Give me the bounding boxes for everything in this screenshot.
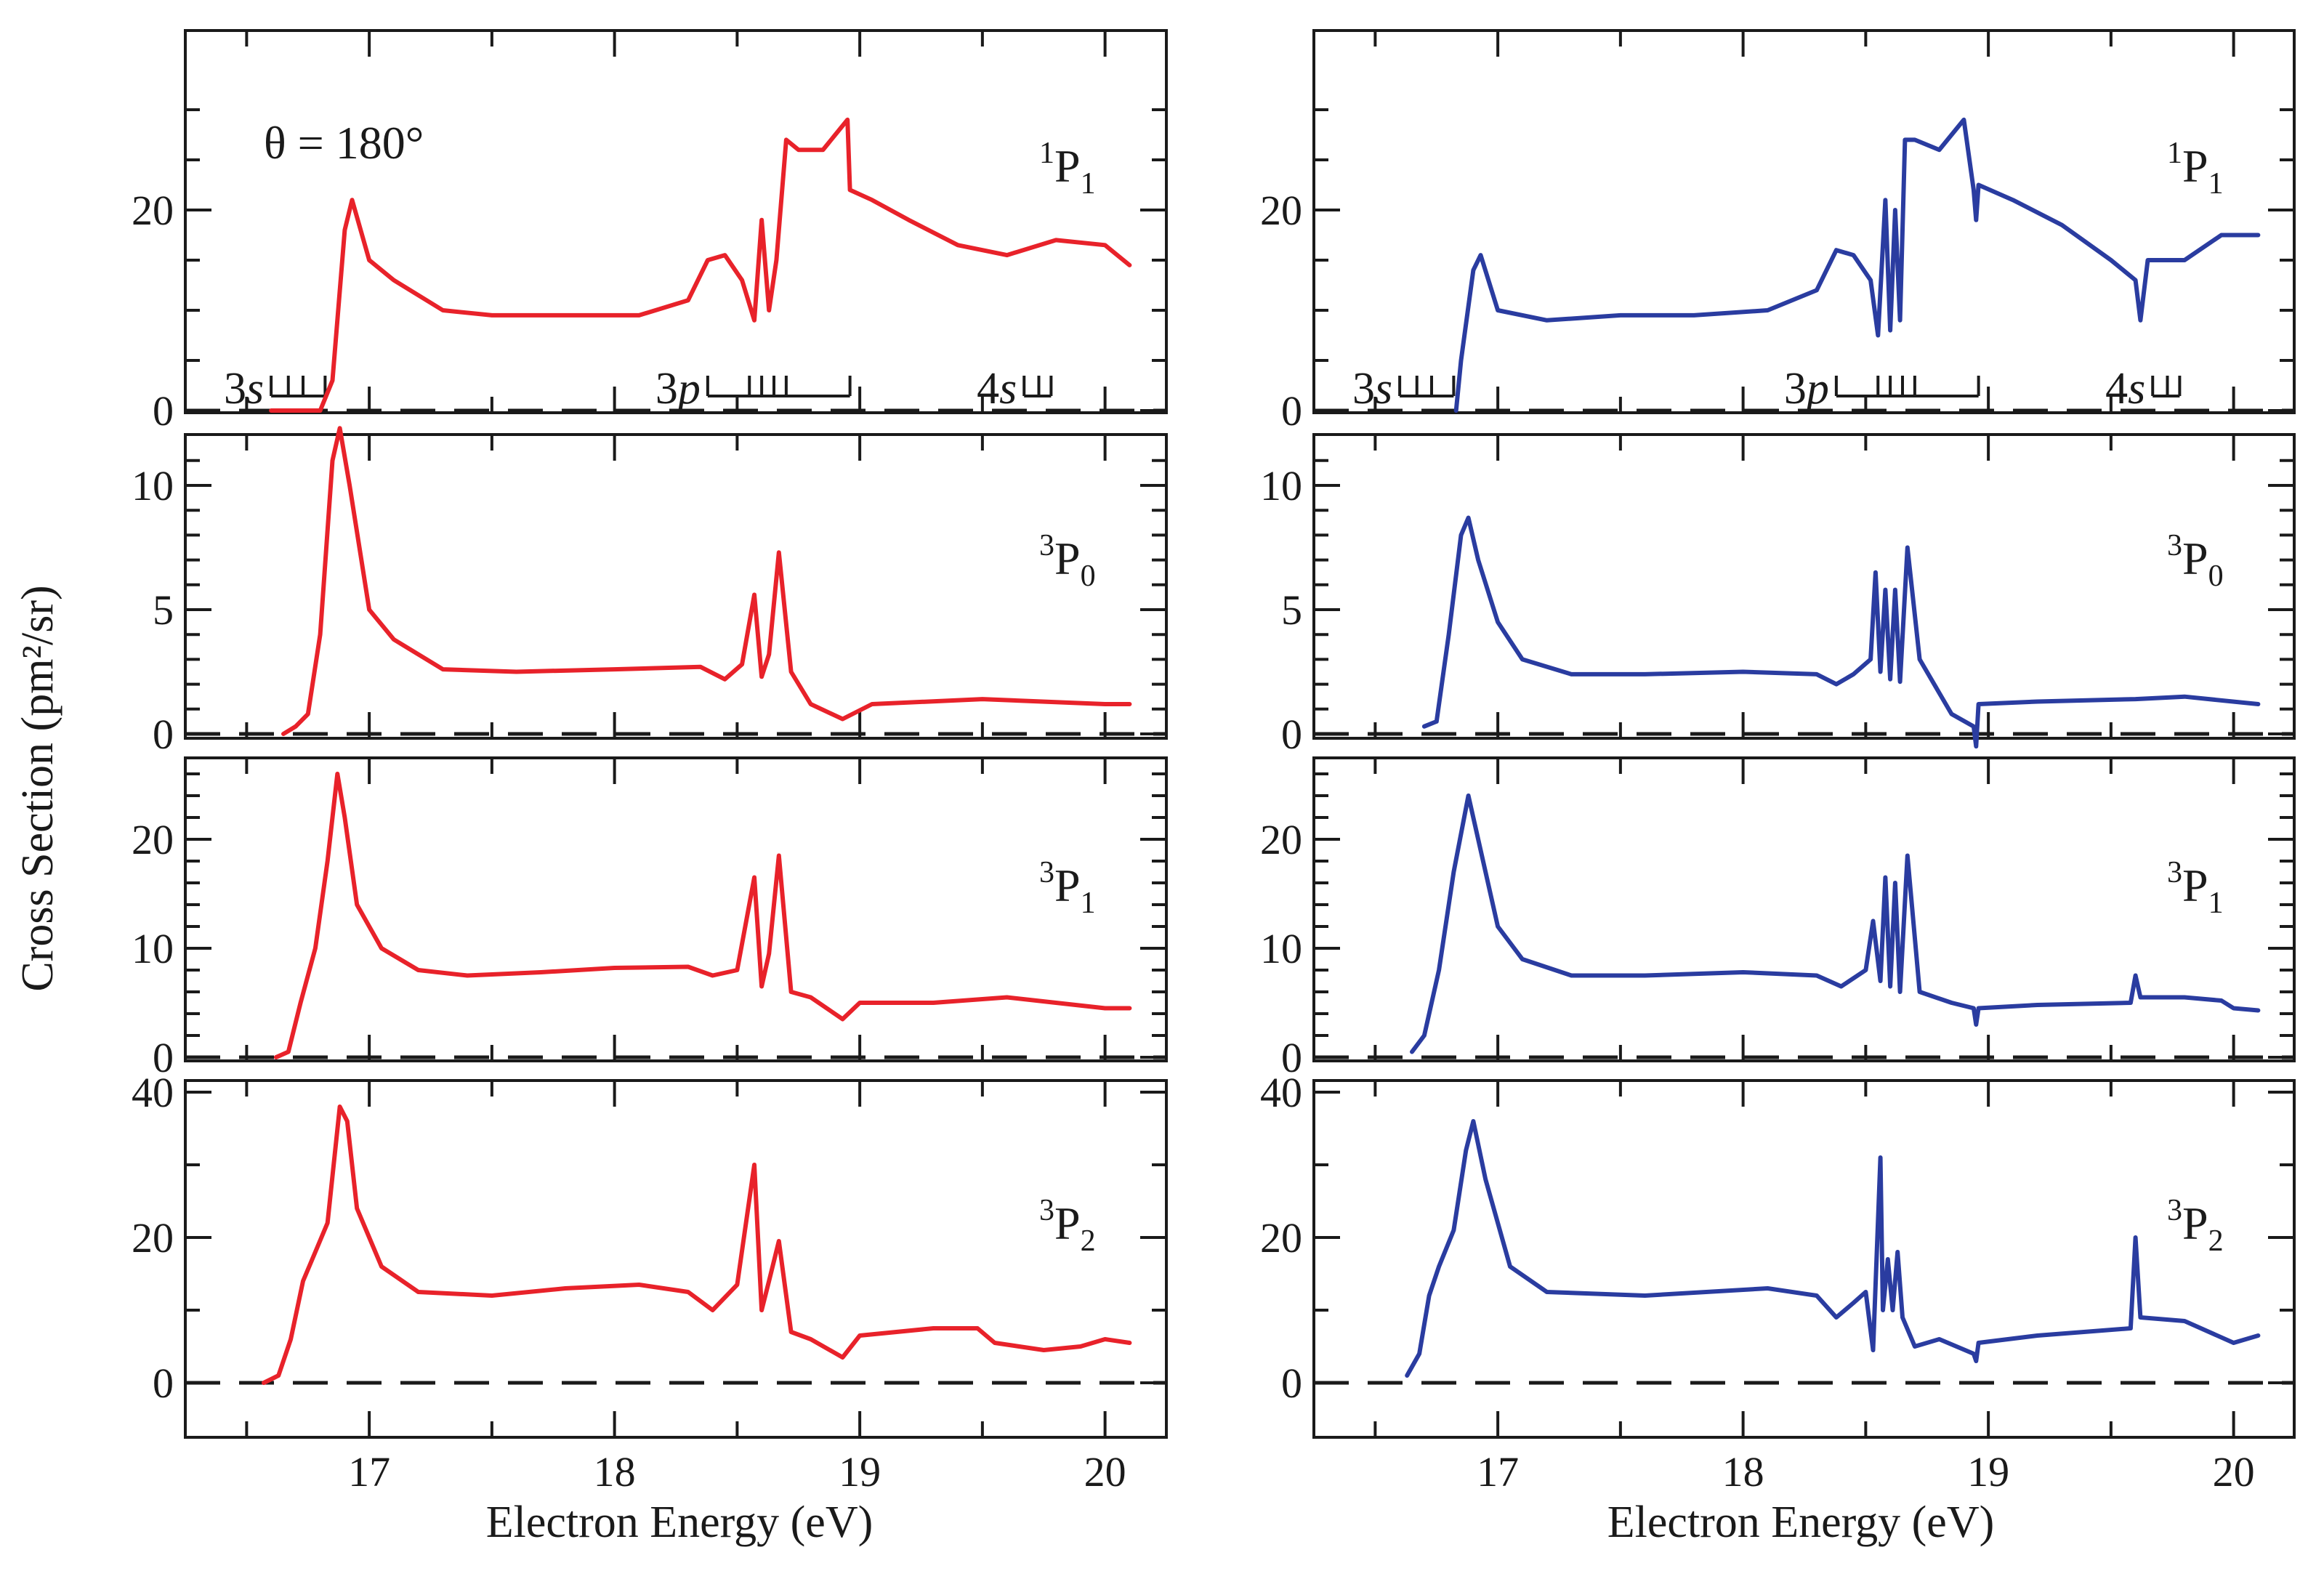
angle-label: θ = 180°: [264, 117, 424, 169]
x-tick-label: 19: [839, 1448, 881, 1495]
y-tick-label: 10: [132, 462, 174, 509]
series-line-left-3P0: [281, 426, 1132, 736]
y-tick-label: 5: [153, 586, 174, 634]
y-tick-label: 10: [1260, 925, 1302, 972]
y-tick-label: 0: [153, 711, 174, 758]
series-line-right-3P1: [1410, 793, 2261, 1054]
state-label-3P2: 3P2: [1039, 1194, 1096, 1258]
state-label-3P2: 3P2: [2167, 1194, 2224, 1258]
y-tick-label: 0: [1281, 387, 1302, 435]
x-tick-label: 18: [1722, 1448, 1764, 1495]
x-tick-label: 18: [594, 1448, 636, 1495]
y-tick-label: 20: [1260, 816, 1302, 863]
x-tick-label: 17: [1477, 1448, 1519, 1495]
series-line-left-3P2: [262, 1105, 1132, 1385]
y-tick-label: 20: [1260, 1214, 1302, 1261]
y-tick-label: 0: [1281, 1360, 1302, 1407]
series-marker-label-3p: 3p: [1784, 364, 1829, 413]
y-tick-label: 0: [153, 1360, 174, 1407]
y-tick-label: 0: [153, 1034, 174, 1081]
state-label-3P0: 3P0: [1039, 529, 1096, 593]
x-tick-label: 17: [348, 1448, 390, 1495]
series-line-left-1P1: [269, 117, 1132, 413]
y-tick-label: 20: [1260, 187, 1302, 234]
series-marker-label-3p: 3p: [655, 364, 701, 413]
y-tick-label: 40: [1260, 1069, 1302, 1116]
y-tick-label: 10: [1260, 462, 1302, 509]
series-line-right-3P2: [1405, 1119, 2261, 1378]
panel-left-3P1: 0 10 20 3P1: [132, 756, 1168, 1081]
panel-right-3P1: 0 10 20 3P1: [1260, 756, 2296, 1081]
y-axis-title: Cross Section (pm²/sr): [13, 585, 62, 991]
y-tick-label: 0: [1281, 1034, 1302, 1081]
y-tick-label: 0: [153, 387, 174, 435]
state-label-3P0: 3P0: [2167, 529, 2224, 593]
panel-frame: [1312, 29, 2296, 414]
x-tick-label: 19: [1967, 1448, 2009, 1495]
panel-frame: [184, 29, 1168, 414]
y-tick-label: 0: [1281, 711, 1302, 758]
series-marker-label-3s: 3s: [224, 364, 264, 413]
series-marker-label-4s: 4s: [977, 364, 1017, 413]
panel-frame: [1312, 1079, 2296, 1439]
y-tick-label: 20: [132, 1214, 174, 1261]
y-tick-label: 10: [132, 925, 174, 972]
state-label-1P1: 1P1: [2167, 137, 2224, 201]
panel-right-1P1: 0 20 3s 3p 4s 1P1: [1260, 29, 2296, 435]
series-marker-label-4s: 4s: [2105, 364, 2145, 413]
state-label-1P1: 1P1: [1039, 137, 1096, 201]
series-marker-label-3s: 3s: [1352, 364, 1392, 413]
series-line-right-1P1: [1453, 117, 2261, 413]
panel-left-3P2: 0 20 40 17 18 19 20 3P2: [132, 1069, 1168, 1495]
panel-right-3P0: 0 5 10 3P0: [1260, 433, 2296, 758]
panels-layer: 0 20 3s 3p 4s 1P1 0 20 3s 3p 4s 1P1 0 5 10 3P0 0 5 10 3P0 0 1…: [132, 29, 2296, 1495]
y-tick-label: 5: [1281, 586, 1302, 634]
state-label-3P1: 3P1: [1039, 856, 1096, 920]
x-tick-label: 20: [2213, 1448, 2255, 1495]
panel-frame: [184, 433, 1168, 740]
x-tick-label: 20: [1084, 1448, 1126, 1495]
series-line-right-3P0: [1421, 515, 2261, 749]
panel-left-1P1: 0 20 3s 3p 4s 1P1: [132, 29, 1168, 435]
panel-frame: [184, 756, 1168, 1062]
state-label-3P1: 3P1: [2167, 856, 2224, 920]
panel-right-3P2: 0 20 40 17 18 19 20 3P2: [1260, 1069, 2296, 1495]
series-line-left-3P1: [273, 772, 1132, 1059]
x-axis-title-left: Electron Energy (eV): [486, 1498, 873, 1547]
y-tick-label: 40: [132, 1069, 174, 1116]
y-tick-label: 20: [132, 816, 174, 863]
y-tick-label: 20: [132, 187, 174, 234]
panel-frame: [184, 1079, 1168, 1439]
x-axis-title-right: Electron Energy (eV): [1607, 1498, 1995, 1547]
panel-frame: [1312, 756, 2296, 1062]
panel-left-3P0: 0 5 10 3P0: [132, 426, 1168, 758]
panel-frame: [1312, 433, 2296, 740]
